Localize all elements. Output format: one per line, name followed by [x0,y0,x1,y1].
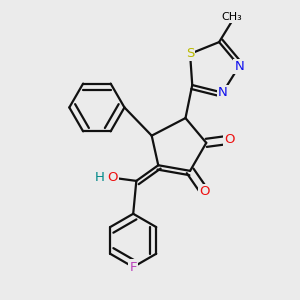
Text: O: O [108,171,118,184]
Text: S: S [186,47,194,60]
Text: F: F [129,260,137,274]
Text: CH₃: CH₃ [221,12,242,22]
Text: N: N [234,60,244,73]
Text: O: O [224,133,235,146]
Text: O: O [199,185,209,198]
Text: N: N [218,86,227,99]
Text: H: H [95,171,105,184]
